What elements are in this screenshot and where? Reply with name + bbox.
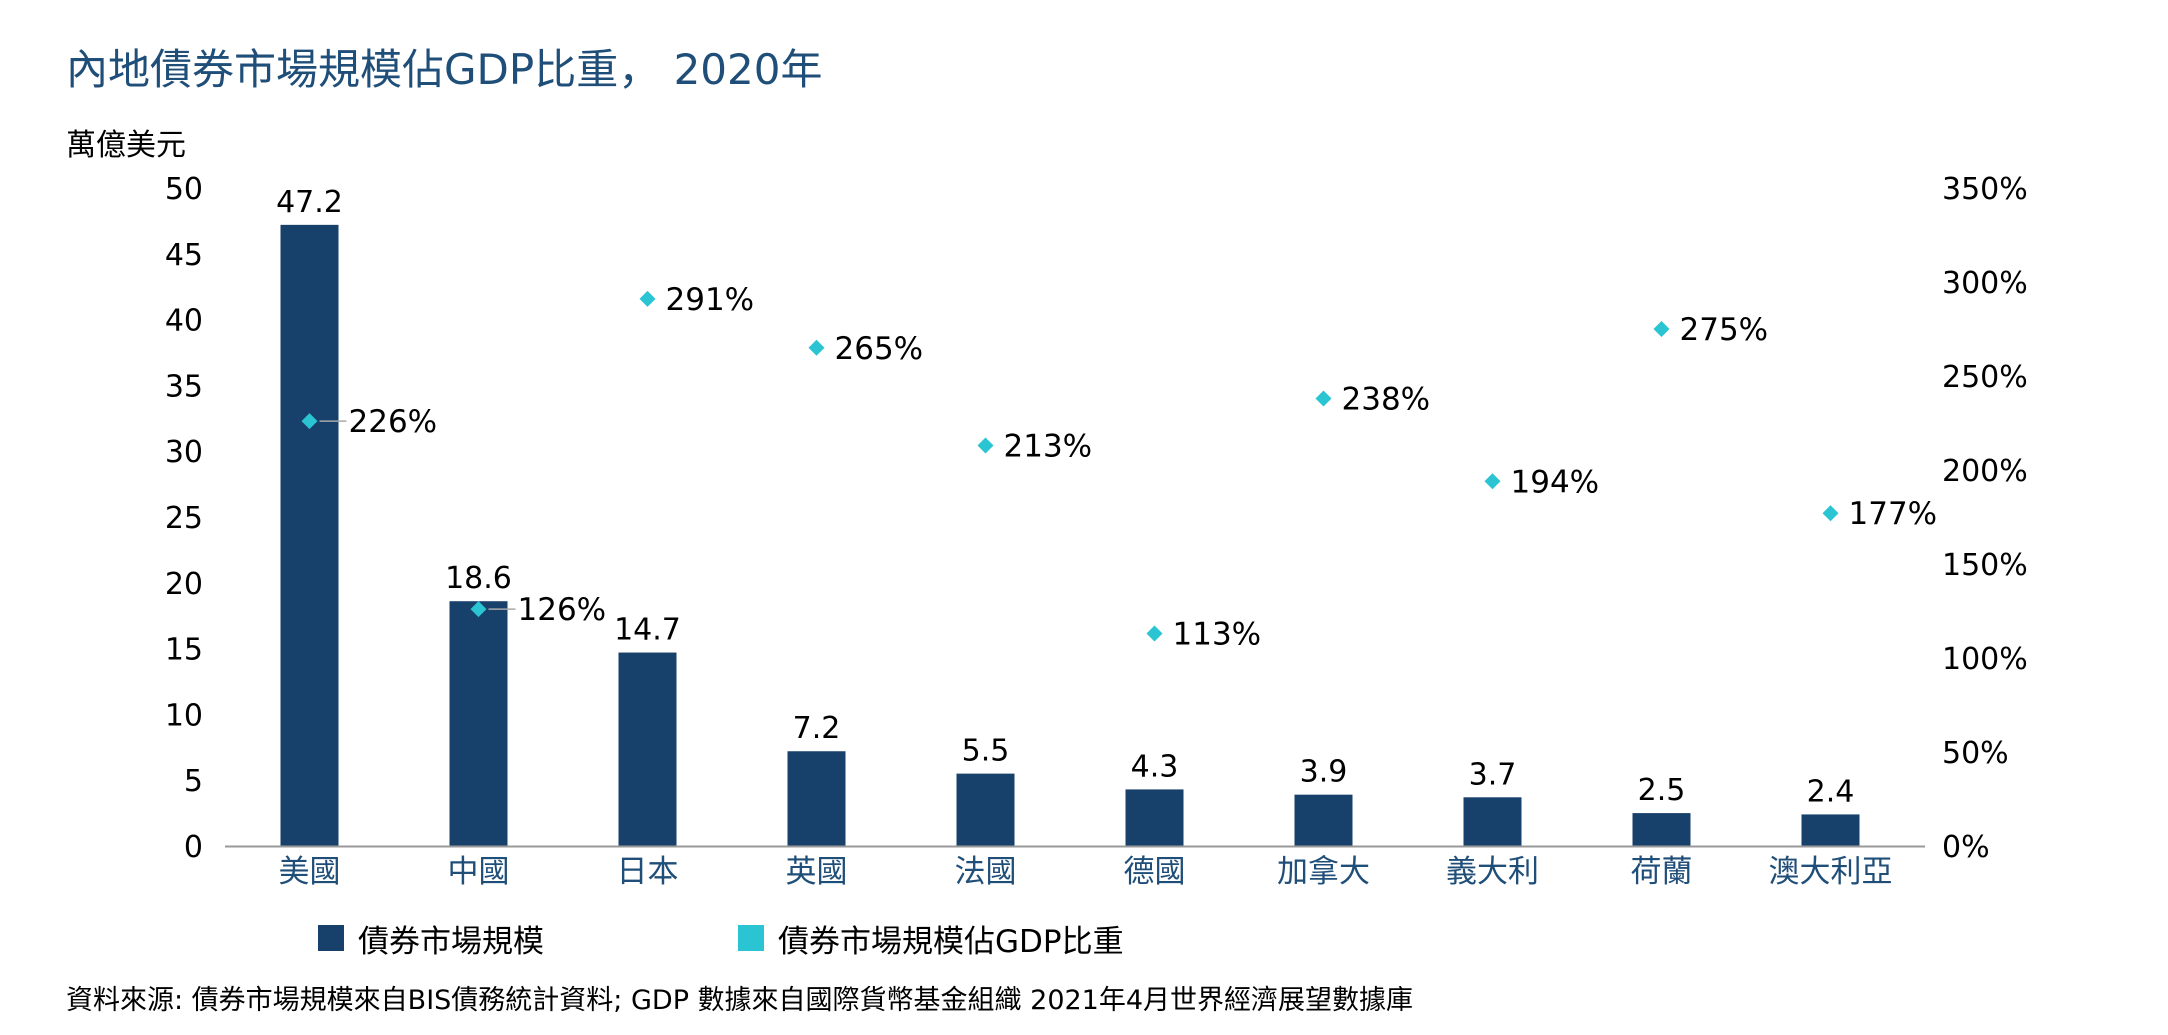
bar bbox=[1294, 794, 1353, 846]
left-axis-tick-label: 0 bbox=[184, 830, 203, 865]
bar-data-label: 3.7 bbox=[1469, 757, 1517, 792]
bar-data-label: 47.2 bbox=[276, 185, 343, 220]
bar bbox=[618, 652, 677, 846]
chart-title: 內地債券市場規模佔GDP比重， 2020年 bbox=[66, 45, 823, 94]
ratio-data-label: 226% bbox=[349, 404, 438, 440]
ratio-point bbox=[470, 601, 487, 618]
left-axis-tick-label: 35 bbox=[165, 369, 203, 404]
ratio-data-label: 113% bbox=[1173, 617, 1262, 653]
ratio-point bbox=[977, 437, 994, 454]
category-label: 美國 bbox=[279, 854, 341, 890]
ratio-data-label: 265% bbox=[835, 331, 924, 367]
bar-data-label: 2.4 bbox=[1807, 774, 1855, 809]
bar-data-label: 5.5 bbox=[962, 734, 1010, 769]
left-axis-tick-label: 40 bbox=[165, 304, 203, 339]
source-note: 資料來源: 債券市場規模來自BIS債務統計資料; GDP 數據來自國際貨幣基金組… bbox=[66, 985, 1414, 1016]
ratio-point bbox=[1484, 473, 1501, 490]
bar-series bbox=[280, 224, 1860, 846]
category-label: 中國 bbox=[448, 854, 510, 890]
category-label: 日本 bbox=[617, 854, 679, 890]
left-axis-tick-label: 30 bbox=[165, 435, 203, 470]
bar-data-label: 7.2 bbox=[793, 711, 841, 746]
ratio-data-label: 291% bbox=[666, 282, 755, 318]
left-axis-tick-label: 45 bbox=[165, 238, 203, 273]
category-label: 英國 bbox=[786, 854, 848, 890]
bar-data-label: 4.3 bbox=[1131, 749, 1179, 784]
right-axis-tick-label: 100% bbox=[1942, 642, 2028, 677]
right-axis-tick-label: 300% bbox=[1942, 266, 2028, 301]
left-axis-tick-label: 5 bbox=[184, 764, 203, 799]
legend-label-gdp-ratio: 債券市場規模佔GDP比重 bbox=[778, 923, 1124, 960]
right-axis-tick-label: 200% bbox=[1942, 454, 2028, 489]
category-label: 法國 bbox=[955, 854, 1017, 890]
left-axis-tick-label: 50 bbox=[165, 172, 203, 207]
ratio-point bbox=[1315, 390, 1332, 407]
bar-data-label: 3.9 bbox=[1300, 755, 1348, 790]
bar-data-labels: 47.2 18.6 14.7 7.2 5.5 4.3 3.9 3.7 2.5 2.4 bbox=[276, 185, 1854, 810]
right-axis-tick-label: 350% bbox=[1942, 172, 2028, 207]
bar bbox=[1632, 813, 1691, 846]
left-axis-tick-label: 25 bbox=[165, 501, 203, 536]
category-label: 加拿大 bbox=[1277, 854, 1370, 890]
right-axis-tick-label: 50% bbox=[1942, 736, 2009, 771]
bar bbox=[1463, 797, 1522, 846]
category-labels: 美國 中國 日本 英國 法國 德國 加拿大 義大利 荷蘭 澳大利亞 bbox=[279, 854, 1893, 890]
left-axis-tick-label: 10 bbox=[165, 698, 203, 733]
legend-swatch-marker bbox=[738, 925, 764, 951]
legend-label-bond-size: 債券市場規模 bbox=[358, 923, 544, 960]
ratio-point bbox=[639, 290, 656, 307]
legend-item-bond-size: 債券市場規模 bbox=[318, 918, 544, 960]
ratio-data-label: 126% bbox=[518, 592, 607, 628]
category-label: 荷蘭 bbox=[1631, 854, 1693, 890]
bar bbox=[1125, 789, 1184, 846]
bar-data-label: 18.6 bbox=[445, 561, 512, 596]
right-axis-tick-label: 0% bbox=[1942, 830, 1990, 865]
bar bbox=[449, 601, 508, 846]
right-axis-ticks: 0% 50% 100% 150% 200% 250% 300% 350% bbox=[1942, 172, 2028, 865]
ratio-data-label: 177% bbox=[1849, 496, 1938, 532]
bar bbox=[787, 751, 846, 846]
bar bbox=[280, 224, 339, 846]
ratio-data-label: 213% bbox=[1004, 429, 1093, 465]
category-label: 澳大利亞 bbox=[1769, 854, 1893, 890]
right-axis-tick-label: 250% bbox=[1942, 360, 2028, 395]
left-axis-unit-label: 萬億美元 bbox=[66, 128, 186, 163]
ratio-point bbox=[1822, 505, 1839, 522]
bar bbox=[956, 773, 1015, 846]
right-axis-tick-label: 150% bbox=[1942, 548, 2028, 583]
ratio-point bbox=[301, 413, 318, 430]
category-label: 德國 bbox=[1124, 854, 1186, 890]
left-axis-tick-label: 20 bbox=[165, 567, 203, 602]
ratio-point bbox=[808, 339, 825, 356]
ratio-data-label: 275% bbox=[1680, 312, 1769, 348]
bar-data-label: 2.5 bbox=[1638, 773, 1686, 808]
left-axis-tick-label: 15 bbox=[165, 633, 203, 668]
ratio-point bbox=[1146, 625, 1163, 642]
ratio-data-label: 194% bbox=[1511, 464, 1600, 500]
left-axis-ticks: 0 5 10 15 20 25 30 35 40 45 50 bbox=[165, 172, 203, 865]
bar-data-label: 14.7 bbox=[614, 613, 681, 648]
legend-item-gdp-ratio: 債券市場規模佔GDP比重 bbox=[738, 918, 1124, 960]
ratio-data-label: 238% bbox=[1342, 382, 1431, 418]
legend-swatch-bar bbox=[318, 925, 344, 951]
ratio-point bbox=[1653, 321, 1670, 337]
bar bbox=[1801, 814, 1860, 846]
ratio-series: 226% 126% 291% 265% 213% 113% 238% 194% 275% 177% bbox=[301, 282, 1938, 653]
category-label: 義大利 bbox=[1446, 854, 1539, 890]
